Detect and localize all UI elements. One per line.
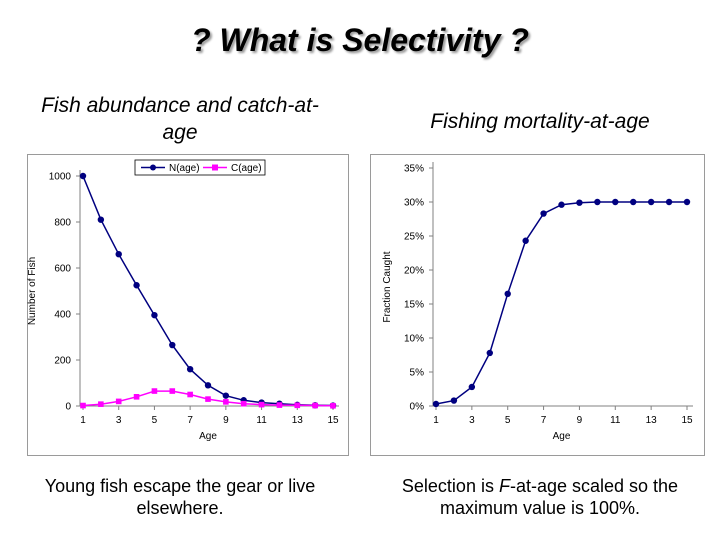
x-tick-label: 9 — [223, 415, 229, 426]
y-tick-label: 15% — [404, 300, 424, 311]
y-tick-label: 5% — [410, 368, 425, 379]
series-1-point — [133, 282, 140, 289]
legend-box — [134, 159, 266, 176]
x-tick-label: 3 — [469, 415, 475, 426]
chart-frame — [370, 154, 705, 456]
right-caption-text-1: Selection is — [401, 476, 499, 496]
y-tick-label: 200 — [54, 356, 71, 367]
series-2-point — [205, 396, 211, 402]
x-tick-label: 9 — [577, 415, 583, 426]
series-1-point — [151, 311, 158, 319]
series-1-point — [186, 366, 194, 373]
y-axis-label: Fraction Caught — [382, 251, 393, 322]
series-2-point — [330, 402, 336, 409]
x-tick-label: 13 — [646, 415, 658, 426]
y-tick-label: 0 — [65, 402, 71, 413]
x-tick-label: 1 — [80, 415, 86, 426]
y-tick-label: 25% — [404, 232, 424, 243]
series-2-point — [80, 402, 86, 409]
series-1-point — [612, 198, 619, 206]
series-1-point — [504, 290, 511, 297]
series-1-point — [97, 216, 105, 223]
series-2-point — [240, 400, 247, 407]
series-2-point — [276, 402, 283, 408]
x-axis-label: Age — [199, 431, 217, 442]
series-1-point — [522, 237, 529, 244]
y-tick-label: 35% — [404, 164, 424, 175]
series-2-point — [223, 399, 229, 405]
y-tick-label: 600 — [54, 264, 71, 275]
series-2-point — [115, 398, 122, 405]
x-tick-label: 5 — [505, 415, 511, 426]
series-1-point — [486, 349, 493, 357]
series-2-point — [294, 402, 301, 409]
left-caption: Young fish escape the gear or live elsew… — [44, 476, 316, 518]
y-tick-label: 30% — [404, 198, 424, 209]
x-tick-label: 15 — [327, 415, 339, 426]
series-1-point — [647, 198, 655, 206]
y-tick-label: 20% — [404, 266, 424, 277]
series-1-point — [169, 341, 176, 349]
series-2-point — [187, 391, 193, 398]
legend-swatch-marker — [150, 164, 156, 171]
series-1-point — [558, 201, 565, 208]
series-2-point — [169, 388, 176, 394]
x-tick-label: 7 — [187, 415, 193, 426]
x-tick-label: 3 — [116, 415, 122, 426]
x-tick-label: 15 — [681, 415, 693, 426]
legend-swatch-marker — [212, 164, 218, 171]
series-2-point — [258, 401, 265, 408]
x-axis-label: Age — [553, 431, 571, 442]
x-tick-label: 7 — [541, 415, 547, 426]
series-2-point — [133, 394, 140, 400]
series-1-point — [204, 382, 212, 389]
series-1-point — [450, 397, 458, 404]
y-tick-label: 800 — [54, 218, 71, 229]
chart-frame — [27, 154, 349, 456]
right-heading: Fishing mortality-at-age — [430, 110, 650, 133]
right-caption-text-2: -at-age scaled so the maximum value is 1… — [439, 476, 679, 518]
series-2-point — [98, 401, 104, 407]
series-1-point — [540, 210, 547, 217]
series-1-point — [594, 198, 601, 206]
series-1-point — [683, 198, 691, 206]
series-1-point — [576, 199, 583, 206]
x-tick-label: 13 — [292, 415, 304, 426]
slide-title: ? What is Selectivity ? — [191, 22, 529, 58]
series-1-point — [115, 251, 122, 258]
series-1-point — [432, 400, 440, 408]
right-caption-f: F — [498, 476, 510, 496]
legend-entry: C(age) — [231, 163, 262, 174]
fishing-mortality-chart: 0%5%10%15%20%25%30%35%1 3 5 7 9 11 13 15AgeFrac… — [370, 154, 705, 456]
x-tick-label: 5 — [152, 415, 158, 426]
series-1-point — [468, 383, 476, 391]
y-tick-label: 0% — [410, 402, 425, 413]
right-caption: Selection is F-at-age scaled so the maxi… — [380, 475, 700, 519]
y-tick-label: 400 — [54, 310, 71, 321]
left-heading: Fish abundance and catch-at-age — [41, 94, 319, 144]
series-1-point — [630, 198, 637, 206]
legend-entry: N(age) — [169, 163, 200, 174]
series-2-point — [151, 388, 158, 394]
series-2-point — [312, 402, 318, 409]
series-1-point — [665, 198, 673, 206]
y-tick-label: 1000 — [49, 172, 72, 183]
x-tick-label: 11 — [610, 415, 621, 426]
series-1-point — [222, 392, 230, 399]
y-axis-label: Number of Fish — [27, 257, 38, 325]
series-1-point — [79, 172, 87, 180]
y-tick-label: 10% — [404, 334, 424, 345]
x-tick-label: 1 — [433, 415, 439, 426]
x-tick-label: 11 — [256, 415, 267, 426]
